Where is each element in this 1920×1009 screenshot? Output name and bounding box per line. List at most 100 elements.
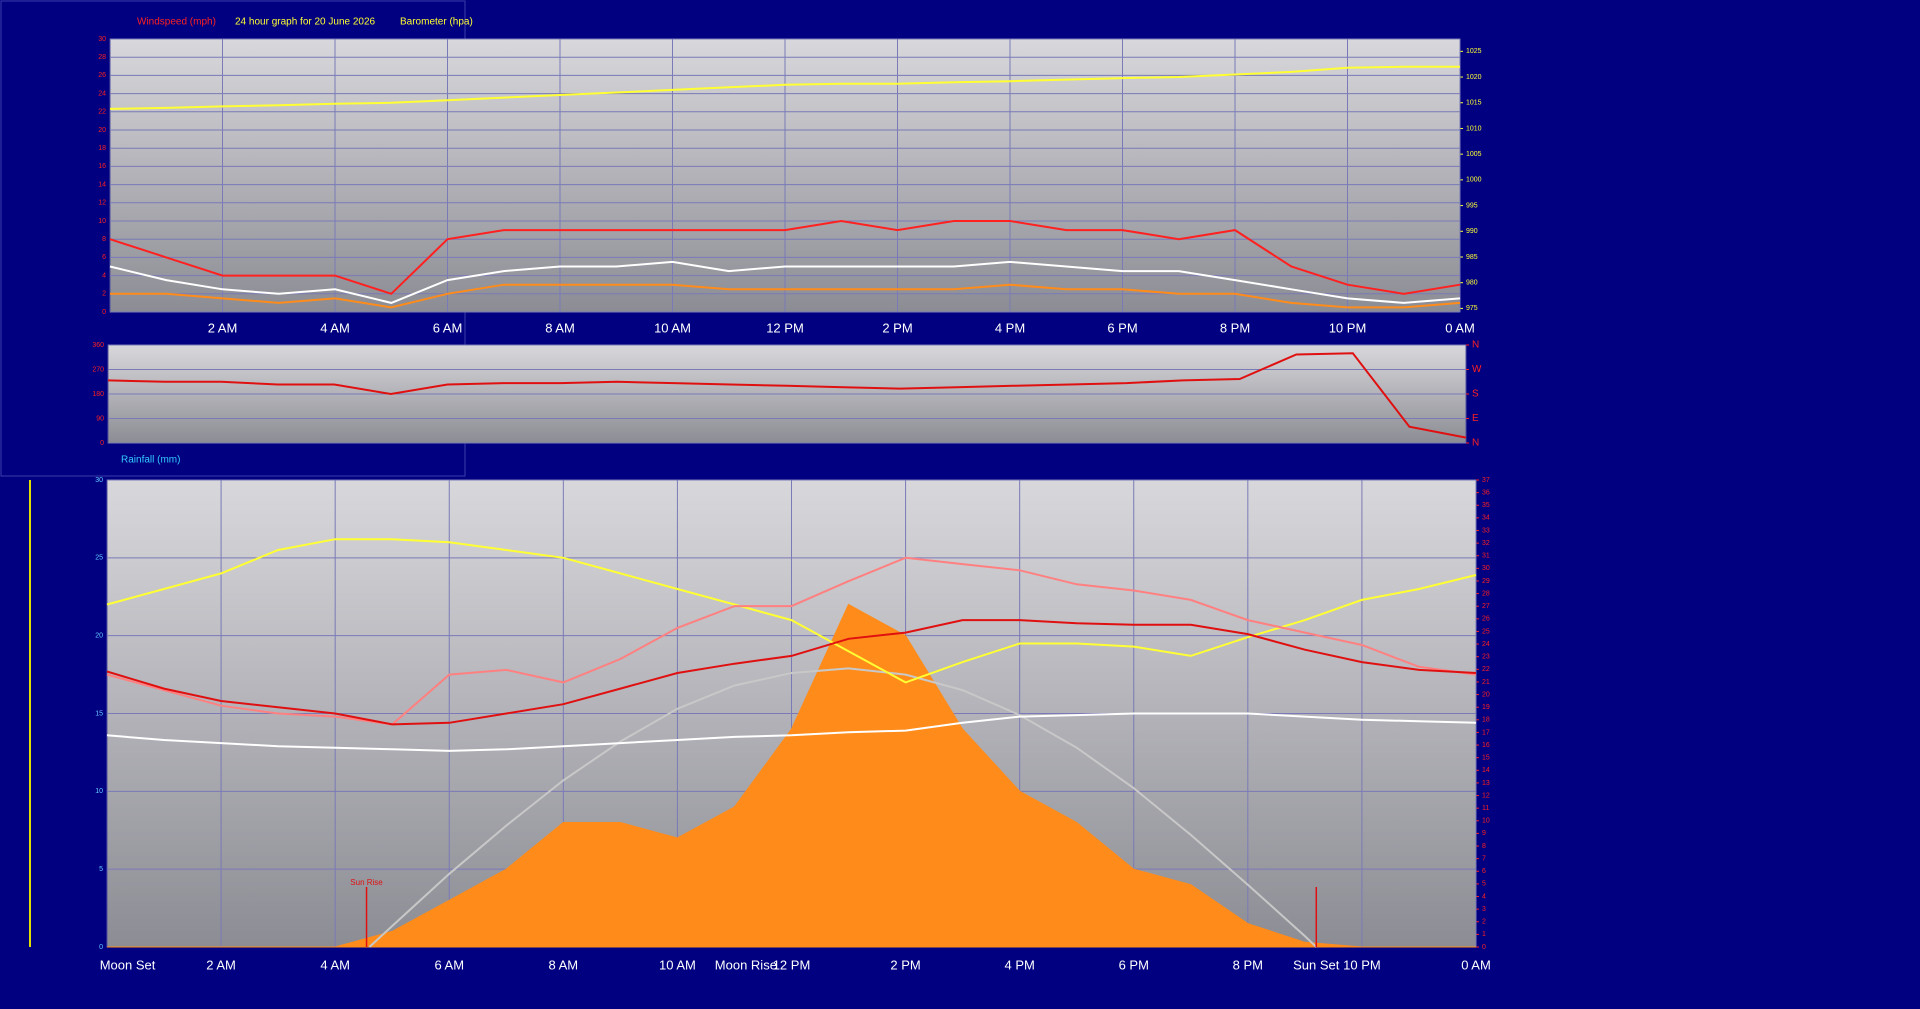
y2-tick-label: 9 — [1482, 830, 1486, 837]
event-label: Moon Rise — [715, 957, 777, 972]
y-tick-label: 28 — [98, 54, 106, 61]
y2-tick-label: 36 — [1482, 489, 1490, 496]
area — [107, 603, 1476, 948]
x-tick-label: 6 AM — [433, 320, 463, 335]
y2-tick-label: S — [1472, 389, 1479, 400]
y2-tick-label: 1025 — [1466, 48, 1482, 55]
y2-tick-label: 16 — [1482, 742, 1490, 749]
y2-tick-label: 15 — [1482, 755, 1490, 762]
y-tick-label: 22 — [98, 109, 106, 116]
y2-tick-label: 995 — [1466, 202, 1478, 209]
line — [109, 65, 1460, 110]
y2-tick-label: 28 — [1482, 590, 1490, 597]
y-tick-label: 0 — [102, 309, 106, 316]
y-tick-label: 30 — [98, 36, 106, 43]
y2-tick-label: 22 — [1482, 666, 1490, 673]
y2-tick-label: 29 — [1482, 578, 1490, 585]
y-tick-label: 2 — [102, 291, 106, 298]
event-label: Sun Set — [1293, 957, 1340, 972]
y-axis-label: Rainfall (mm) — [121, 455, 180, 466]
line — [106, 619, 1477, 726]
y2-tick-label: 25 — [1482, 628, 1490, 635]
y-tick-label: 10 — [98, 218, 106, 225]
line — [109, 219, 1461, 295]
y-tick-label: 8 — [102, 236, 106, 243]
y-tick-label: 0 — [100, 440, 104, 447]
y2-tick-label: 18 — [1482, 717, 1490, 724]
x-tick-label: 10 PM — [1329, 320, 1367, 335]
y2-tick-label: 5 — [1482, 881, 1486, 888]
chart-title: 24 hour graph for 20 June 2026 — [235, 17, 376, 28]
y2-tick-label: 11 — [1482, 805, 1489, 812]
y2-tick-label: 7 — [1482, 855, 1486, 862]
y2-tick-label: 975 — [1466, 305, 1478, 312]
y2-tick-label: 30 — [1482, 565, 1490, 572]
y2-tick-label: 33 — [1482, 527, 1490, 534]
y2-tick-label: 31 — [1482, 553, 1490, 560]
y2-tick-label: 10 — [1482, 818, 1490, 825]
x-tick-label: 2 PM — [890, 957, 920, 972]
event-label: Sun Rise — [350, 878, 383, 887]
y-tick-label: 0 — [99, 944, 103, 951]
y-tick-label: 14 — [98, 181, 106, 188]
line — [106, 712, 1477, 752]
y-tick-label: 90 — [96, 415, 104, 422]
y2-tick-label: 27 — [1482, 603, 1490, 610]
y2-tick-label: 13 — [1482, 780, 1490, 787]
y2-tick-label: 21 — [1482, 679, 1490, 686]
y-tick-label: 20 — [98, 127, 106, 134]
y-tick-label: 30 — [95, 477, 103, 484]
y2-tick-label: 20 — [1482, 691, 1490, 698]
y2-tick-label: 3 — [1482, 906, 1486, 913]
y2-tick-label: 35 — [1482, 502, 1490, 509]
y-tick-label: 15 — [95, 710, 103, 717]
line — [107, 352, 1467, 439]
x-tick-label: 12 PM — [766, 320, 804, 335]
x-tick-label: 4 AM — [320, 957, 350, 972]
y2-tick-label: 4 — [1482, 893, 1486, 900]
y2-axis-label: Barometer (hpa) — [400, 17, 473, 28]
x-tick-label: 4 PM — [995, 320, 1025, 335]
y2-tick-label: 24 — [1482, 641, 1490, 648]
line — [368, 667, 1317, 948]
y2-tick-label: 8 — [1482, 843, 1486, 850]
y-tick-label: 12 — [98, 200, 106, 207]
x-tick-label: 6 AM — [434, 957, 464, 972]
y-axis-label: Windspeed (mph) — [137, 17, 216, 28]
y-tick-label: 270 — [92, 366, 104, 373]
x-tick-label: 10 AM — [659, 957, 696, 972]
y-tick-label: 6 — [102, 254, 106, 261]
x-tick-label: 6 PM — [1107, 320, 1137, 335]
y2-tick-label: 32 — [1482, 540, 1490, 547]
y-tick-label: 5 — [99, 866, 103, 873]
y-tick-label: 20 — [95, 633, 103, 640]
x-tick-label: 2 PM — [882, 320, 912, 335]
y2-tick-label: 37 — [1482, 477, 1490, 484]
y2-tick-label: 12 — [1482, 792, 1490, 799]
y2-tick-label: 1015 — [1466, 100, 1482, 107]
y-tick-label: 10 — [95, 788, 103, 795]
y2-tick-label: 990 — [1466, 228, 1478, 235]
y2-tick-label: 1005 — [1466, 151, 1482, 158]
y2-tick-label: N — [1472, 438, 1479, 449]
y2-tick-label: 980 — [1466, 280, 1478, 287]
y-tick-label: 18 — [98, 145, 106, 152]
x-tick-label: 8 AM — [549, 957, 579, 972]
y-tick-label: 25 — [95, 555, 103, 562]
x-tick-label: 4 AM — [320, 320, 350, 335]
line — [109, 260, 1461, 304]
x-tick-label: 10 PM — [1343, 957, 1381, 972]
x-tick-label: 8 PM — [1220, 320, 1250, 335]
y2-tick-label: 985 — [1466, 254, 1478, 261]
x-tick-label: 8 AM — [545, 320, 575, 335]
x-tick-label: 0 AM — [1461, 957, 1491, 972]
line — [110, 283, 1461, 309]
y2-tick-label: 1 — [1482, 931, 1486, 938]
y2-tick-label: 23 — [1482, 654, 1490, 661]
x-tick-label: 2 AM — [208, 320, 238, 335]
x-tick-label: 4 PM — [1004, 957, 1034, 972]
y-tick-label: 4 — [102, 272, 106, 279]
y2-tick-label: 1000 — [1466, 177, 1482, 184]
y2-tick-label: 17 — [1482, 729, 1490, 736]
